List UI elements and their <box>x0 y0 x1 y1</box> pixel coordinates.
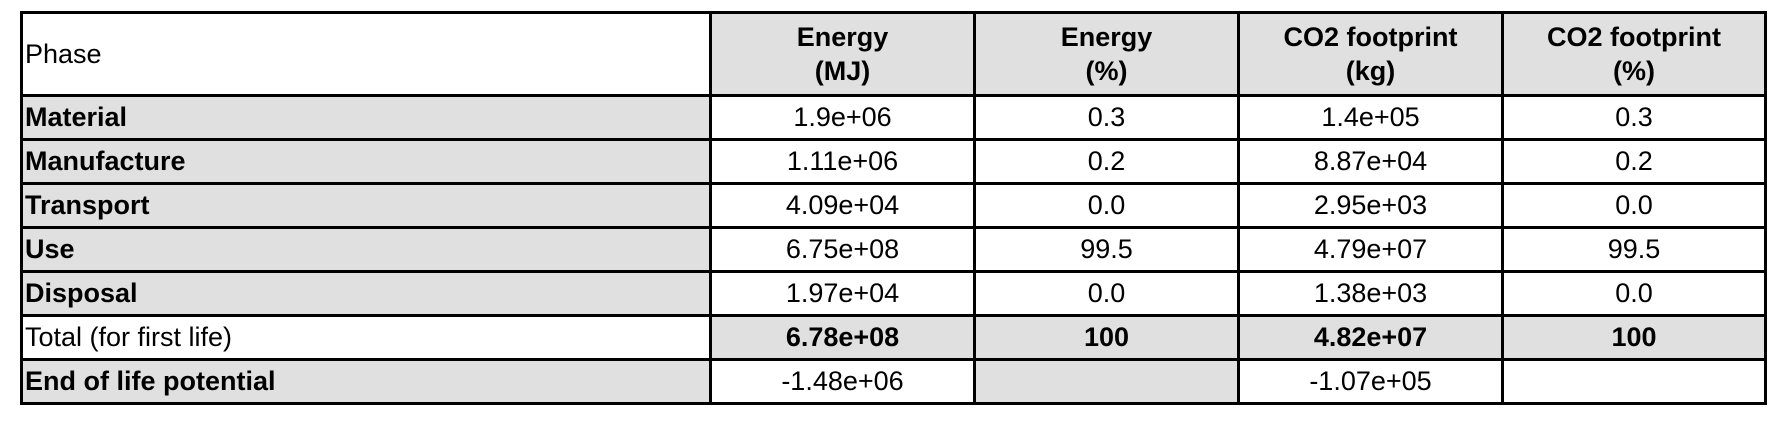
table-row-material: Material 1.9e+06 0.3 1.4e+05 0.3 <box>20 94 1767 141</box>
header-co2-pct-line1: CO2 footprint <box>1547 22 1721 52</box>
cell-co2-kg: 8.87e+04 <box>1237 138 1504 185</box>
table-row-manufacture: Manufacture 1.11e+06 0.2 8.87e+04 0.2 <box>20 138 1767 185</box>
header-co2-kg-line2: (kg) <box>1345 56 1396 86</box>
header-energy-pct: Energy (%) <box>973 11 1240 97</box>
header-phase: Phase <box>20 11 712 97</box>
header-energy-mj: Energy (MJ) <box>709 11 976 97</box>
cell-energy-mj: 6.78e+08 <box>709 314 976 361</box>
cell-energy-pct: 0.0 <box>973 270 1240 317</box>
cell-co2-kg: -1.07e+05 <box>1237 358 1504 405</box>
cell-phase: End of life potential <box>20 358 712 405</box>
cell-energy-pct: 100 <box>973 314 1240 361</box>
cell-energy-mj: 1.11e+06 <box>709 138 976 185</box>
table-header-row: Phase Energy (MJ) Energy (%) CO2 footpri… <box>20 11 1767 97</box>
cell-energy-mj: 4.09e+04 <box>709 182 976 229</box>
cell-co2-kg: 1.4e+05 <box>1237 94 1504 141</box>
cell-phase: Transport <box>20 182 712 229</box>
cell-co2-pct-empty <box>1501 358 1767 405</box>
header-energy-mj-line1: Energy <box>796 22 889 52</box>
eco-audit-table: Phase Energy (MJ) Energy (%) CO2 footpri… <box>20 11 1767 405</box>
cell-phase: Disposal <box>20 270 712 317</box>
cell-co2-kg: 4.79e+07 <box>1237 226 1504 273</box>
table-row-total: Total (for first life) 6.78e+08 100 4.82… <box>20 314 1767 361</box>
header-energy-pct-line1: Energy <box>1060 22 1153 52</box>
cell-co2-kg: 4.82e+07 <box>1237 314 1504 361</box>
cell-phase: Manufacture <box>20 138 712 185</box>
table-row-end-of-life: End of life potential -1.48e+06 -1.07e+0… <box>20 358 1767 405</box>
cell-co2-pct: 0.2 <box>1501 138 1767 185</box>
header-energy-mj-line2: (MJ) <box>814 56 871 86</box>
cell-energy-pct: 0.2 <box>973 138 1240 185</box>
header-co2-kg: CO2 footprint (kg) <box>1237 11 1504 97</box>
cell-energy-pct: 0.0 <box>973 182 1240 229</box>
cell-phase: Use <box>20 226 712 273</box>
cell-energy-mj: 1.9e+06 <box>709 94 976 141</box>
cell-co2-kg: 2.95e+03 <box>1237 182 1504 229</box>
table-row-transport: Transport 4.09e+04 0.0 2.95e+03 0.0 <box>20 182 1767 229</box>
cell-co2-pct: 0.3 <box>1501 94 1767 141</box>
cell-co2-pct: 100 <box>1501 314 1767 361</box>
header-co2-pct-line2: (%) <box>1613 56 1655 86</box>
cell-phase: Material <box>20 94 712 141</box>
table-row-use: Use 6.75e+08 99.5 4.79e+07 99.5 <box>20 226 1767 273</box>
header-energy-pct-line2: (%) <box>1085 56 1128 86</box>
cell-phase: Total (for first life) <box>20 314 712 361</box>
header-co2-pct: CO2 footprint (%) <box>1501 11 1767 97</box>
cell-energy-pct: 99.5 <box>973 226 1240 273</box>
cell-energy-pct: 0.3 <box>973 94 1240 141</box>
cell-energy-mj: 6.75e+08 <box>709 226 976 273</box>
table-row-disposal: Disposal 1.97e+04 0.0 1.38e+03 0.0 <box>20 270 1767 317</box>
cell-co2-kg: 1.38e+03 <box>1237 270 1504 317</box>
cell-energy-pct-empty <box>973 358 1240 405</box>
cell-co2-pct: 0.0 <box>1501 182 1767 229</box>
cell-energy-mj: 1.97e+04 <box>709 270 976 317</box>
cell-energy-mj: -1.48e+06 <box>709 358 976 405</box>
cell-co2-pct: 99.5 <box>1501 226 1767 273</box>
header-co2-kg-line1: CO2 footprint <box>1283 22 1458 52</box>
cell-co2-pct: 0.0 <box>1501 270 1767 317</box>
